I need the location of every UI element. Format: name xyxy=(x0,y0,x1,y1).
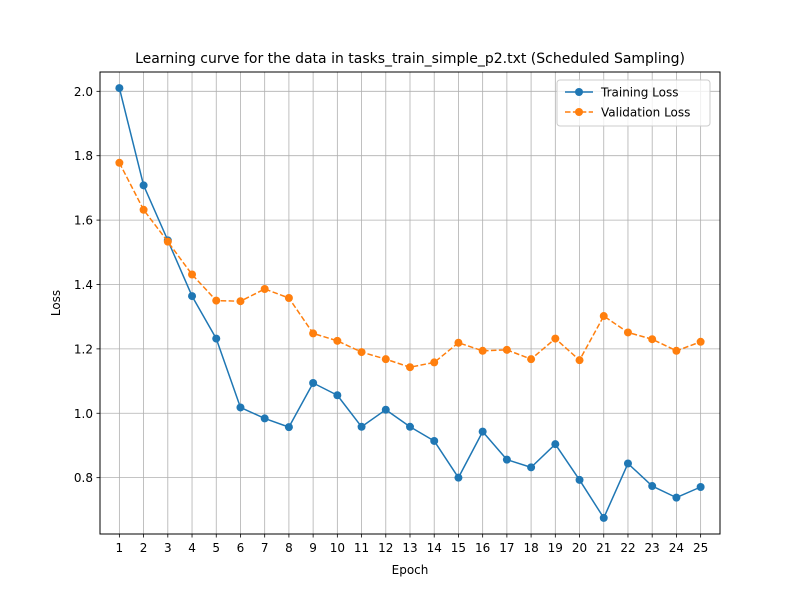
grid-lines xyxy=(100,72,720,534)
training-loss-point xyxy=(648,482,657,491)
x-tick-label: 2 xyxy=(140,541,148,555)
training-loss-point xyxy=(333,391,342,400)
validation-loss-point xyxy=(478,346,487,355)
validation-loss-point xyxy=(406,363,414,372)
x-tick-label: 14 xyxy=(427,541,442,555)
validation-loss-point xyxy=(260,284,269,293)
validation-loss-point xyxy=(139,205,148,214)
legend: Training Loss Validation Loss xyxy=(556,79,711,127)
validation-loss-point xyxy=(309,329,318,338)
y-tick-label: 1.0 xyxy=(74,407,93,421)
legend-training-loss-label: Training Loss xyxy=(600,86,678,100)
training-loss-point xyxy=(527,463,536,472)
validation-loss-point xyxy=(696,337,705,346)
legend-training-loss-marker xyxy=(575,88,583,96)
y-tick-label: 2.0 xyxy=(74,85,93,99)
y-axis: 0.8 1.0 1.2 1.4 1.6 1.8 2.0 xyxy=(74,85,100,485)
x-tick-label: 24 xyxy=(669,541,684,555)
x-tick-label: 3 xyxy=(164,541,172,555)
validation-loss-point xyxy=(381,355,390,364)
x-tick-label: 11 xyxy=(354,541,369,555)
training-loss-point xyxy=(478,427,487,436)
x-tick-label: 5 xyxy=(212,541,220,555)
training-loss-point xyxy=(212,334,221,343)
training-loss-point xyxy=(551,440,560,449)
chart-title: Learning curve for the data in tasks_tra… xyxy=(135,51,685,67)
validation-loss-point xyxy=(599,312,608,321)
training-loss-point xyxy=(139,181,148,190)
validation-loss-point xyxy=(527,355,536,364)
training-loss-point xyxy=(406,422,414,431)
training-loss-point xyxy=(430,436,439,445)
x-tick-label: 8 xyxy=(285,541,293,555)
series-layer xyxy=(115,84,705,522)
legend-validation-loss-marker xyxy=(575,108,583,116)
training-loss-point xyxy=(381,405,390,414)
validation-loss-point xyxy=(333,336,342,345)
validation-loss-point xyxy=(188,270,197,279)
training-loss-point xyxy=(260,414,269,423)
x-tick-label: 1 xyxy=(116,541,124,555)
x-tick-label: 4 xyxy=(188,541,196,555)
x-tick-label: 20 xyxy=(572,541,587,555)
training-loss-point xyxy=(115,84,124,93)
x-tick-label: 12 xyxy=(378,541,393,555)
training-loss-point xyxy=(575,475,584,484)
x-tick-label: 13 xyxy=(402,541,417,555)
x-axis: 1 2 3 4 5 6 7 8 9 10 11 12 13 14 15 16 17 18 19 20 21 22 23 24 2… xyxy=(116,534,708,555)
x-tick-label: 16 xyxy=(475,541,490,555)
y-tick-label: 1.2 xyxy=(74,342,93,356)
validation-loss-point xyxy=(357,348,366,357)
x-tick-label: 6 xyxy=(237,541,245,555)
validation-loss-point xyxy=(454,338,463,347)
training-loss-point xyxy=(357,422,366,431)
validation-loss-point xyxy=(284,294,293,303)
validation-loss-point xyxy=(551,334,560,343)
x-tick-label: 9 xyxy=(309,541,317,555)
y-tick-label: 1.6 xyxy=(74,214,93,228)
validation-loss-point xyxy=(623,328,632,337)
x-tick-label: 7 xyxy=(261,541,269,555)
x-tick-label: 22 xyxy=(620,541,635,555)
y-axis-label: Loss xyxy=(49,290,63,316)
validation-loss-point xyxy=(236,297,245,306)
x-tick-label: 17 xyxy=(499,541,514,555)
validation-loss-point xyxy=(430,358,439,367)
validation-loss-point xyxy=(163,237,172,246)
x-tick-label: 15 xyxy=(451,541,466,555)
x-tick-label: 18 xyxy=(523,541,538,555)
x-tick-label: 10 xyxy=(330,541,345,555)
training-loss-point xyxy=(188,292,197,301)
validation-loss-point xyxy=(502,345,511,354)
x-tick-label: 23 xyxy=(645,541,660,555)
x-tick-label: 25 xyxy=(693,541,708,555)
training-loss-point xyxy=(454,473,463,482)
y-tick-label: 1.4 xyxy=(74,278,93,292)
training-loss-point xyxy=(236,403,245,412)
y-tick-label: 1.8 xyxy=(74,149,93,163)
validation-loss-point xyxy=(672,346,681,355)
validation-loss-point xyxy=(648,335,657,344)
training-loss-point xyxy=(502,455,511,464)
training-loss-point xyxy=(672,493,681,502)
training-loss-point xyxy=(284,423,293,432)
validation-loss-point xyxy=(212,296,221,305)
training-loss-point xyxy=(696,482,705,491)
x-axis-label: Epoch xyxy=(392,563,429,577)
legend-box xyxy=(556,79,711,127)
training-loss-point xyxy=(599,513,608,522)
training-loss-point xyxy=(309,379,318,388)
training-loss-point xyxy=(623,459,632,468)
validation-loss-point xyxy=(575,356,584,365)
y-tick-label: 0.8 xyxy=(74,471,93,485)
legend-validation-loss-label: Validation Loss xyxy=(601,106,690,120)
x-tick-label: 19 xyxy=(548,541,563,555)
validation-loss-point xyxy=(115,158,124,167)
x-tick-label: 21 xyxy=(596,541,611,555)
